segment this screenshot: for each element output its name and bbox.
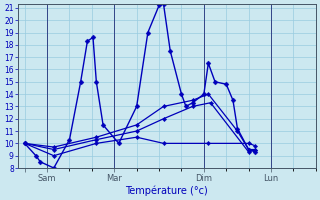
X-axis label: Température (°c): Température (°c) xyxy=(125,185,208,196)
